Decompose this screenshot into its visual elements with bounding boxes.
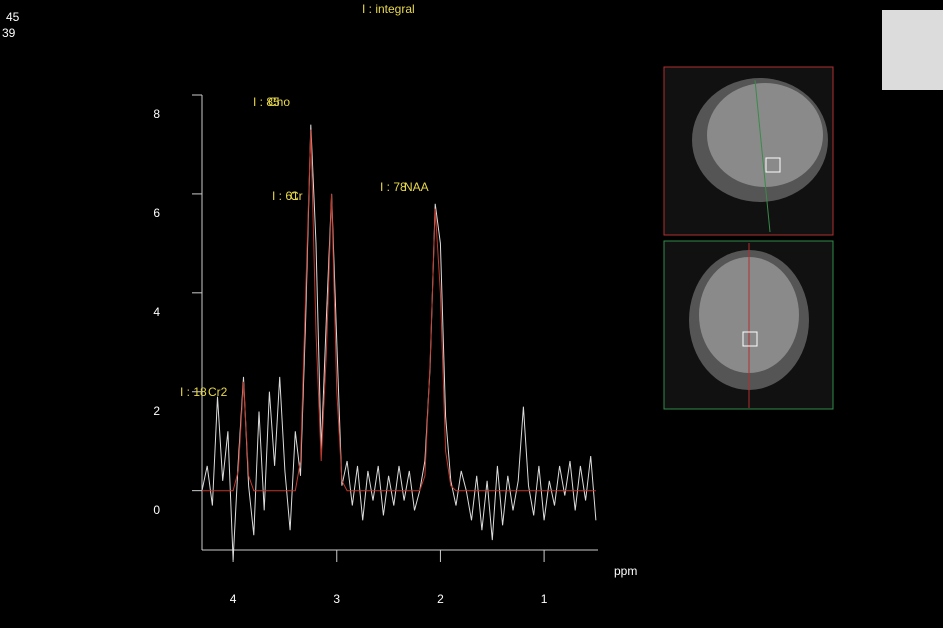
y-tick-label: 8 [153,107,160,121]
peak-integral: I : 18 [180,385,207,399]
peak-name: Cr2 [208,385,228,399]
overlay-text: 39 [2,26,16,40]
peak-name: Cho [268,95,290,109]
sagittal-view [664,67,833,235]
panel-button[interactable] [882,10,943,90]
overlay-text: 45 [6,10,20,24]
peak-name: NAA [404,180,429,194]
peak-integral: I : 78 [380,180,407,194]
coronal-view [664,241,833,409]
x-tick-label: 1 [541,592,548,606]
x-tick-label: 2 [437,592,444,606]
brain-image [707,83,823,187]
y-tick-label: 0 [153,503,160,517]
y-tick-label: 6 [153,206,160,220]
y-tick-label: 2 [153,404,160,418]
x-axis-label: ppm [614,564,637,578]
spectroscopy-viewer: 45 39 I : integral ppm 024684321I : 85Ch… [0,0,943,628]
x-tick-label: 4 [230,592,237,606]
peak-name: Cr [290,189,303,203]
chart-title: I : integral [362,2,415,16]
x-tick-label: 3 [333,592,340,606]
y-tick-label: 4 [153,305,160,319]
